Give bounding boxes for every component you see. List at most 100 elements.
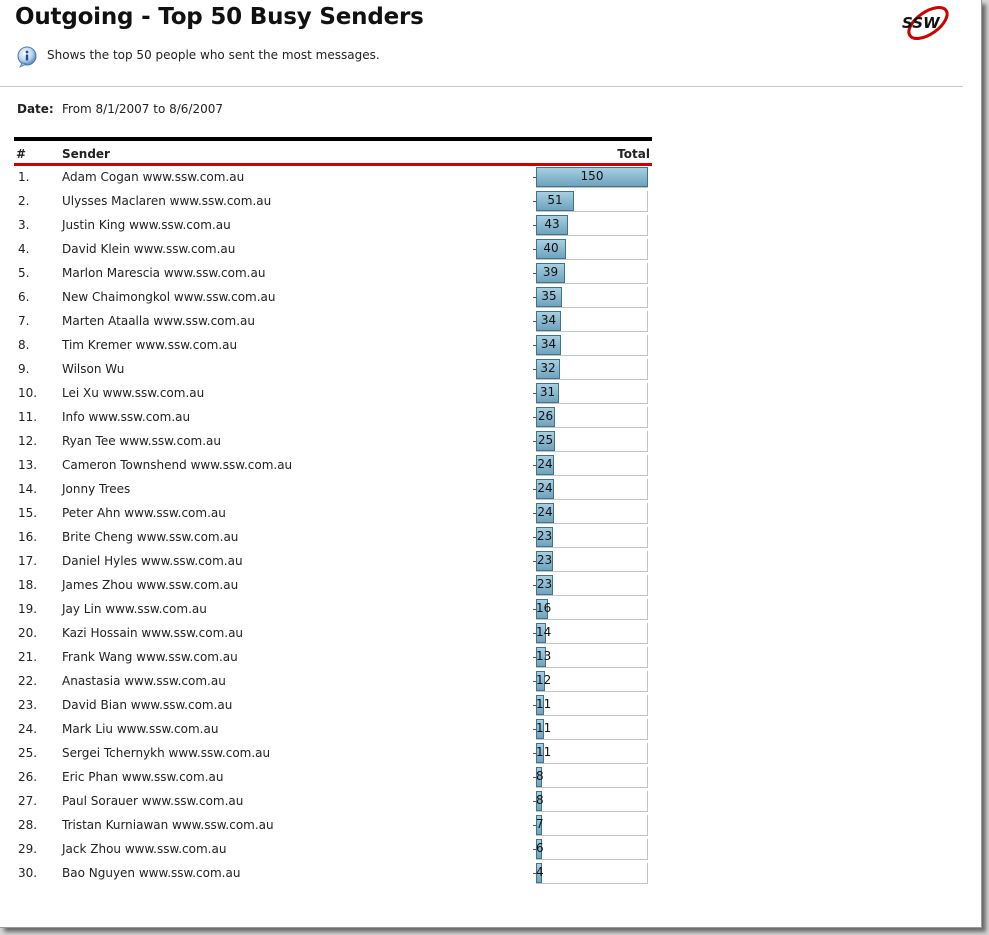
bar-track: 40 <box>533 239 648 260</box>
row-number: 12. <box>18 434 38 448</box>
table-row: 1. Adam Cogan www.ssw.com.au 150 <box>14 166 652 190</box>
total-bar <box>536 311 561 331</box>
table-row: 5. Marlon Marescia www.ssw.com.au 39 <box>14 262 652 286</box>
bar-track: 32 <box>533 359 648 380</box>
bar-tick <box>533 537 536 538</box>
bar-tick <box>533 513 536 514</box>
bar-track: 12 <box>533 671 648 692</box>
total-bar <box>536 287 562 307</box>
row-number: 5. <box>18 266 30 280</box>
table-row: 27. Paul Sorauer www.ssw.com.au 8 <box>14 790 652 814</box>
bar-tick <box>533 873 536 874</box>
senders-table: # Sender Total 1. Adam Cogan www.ssw.com.… <box>14 137 652 886</box>
bar-tick <box>533 273 536 274</box>
sender-name: Info www.ssw.com.au <box>62 410 191 424</box>
total-value: 4 <box>536 865 544 879</box>
row-number: 30. <box>18 866 38 880</box>
total-bar <box>536 503 554 523</box>
total-bar <box>536 359 560 379</box>
bar-track: 8 <box>533 767 648 788</box>
bar-track: 11 <box>533 719 648 740</box>
bar-track: 11 <box>533 695 648 716</box>
total-value: 11 <box>536 721 552 735</box>
table-row: 20. Kazi Hossain www.ssw.com.au 14 <box>14 622 652 646</box>
bar-track: 43 <box>533 215 648 236</box>
bar-track: 24 <box>533 479 648 500</box>
bar-tick <box>533 345 536 346</box>
row-number: 22. <box>18 674 38 688</box>
sender-name: Ulysses Maclaren www.ssw.com.au <box>62 194 272 208</box>
bar-tick <box>533 465 536 466</box>
header-divider <box>0 86 963 87</box>
table-row: 28. Tristan Kurniawan www.ssw.com.au 7 <box>14 814 652 838</box>
bar-track: 4 <box>533 863 648 884</box>
total-value: 8 <box>536 769 544 783</box>
sender-name: Eric Phan www.ssw.com.au <box>62 770 224 784</box>
bar-tick <box>533 393 536 394</box>
bar-track: 23 <box>533 575 648 596</box>
row-number: 8. <box>18 338 30 352</box>
table-row: 29. Jack Zhou www.ssw.com.au 6 <box>14 838 652 862</box>
bar-tick <box>533 177 536 178</box>
total-bar <box>536 167 648 187</box>
row-number: 2. <box>18 194 30 208</box>
bar-tick <box>533 321 536 322</box>
total-bar <box>536 719 544 739</box>
table-row: 30. Bao Nguyen www.ssw.com.au 4 <box>14 862 652 886</box>
total-bar <box>536 407 555 427</box>
row-number: 25. <box>18 746 38 760</box>
total-value: 25 <box>537 433 554 447</box>
row-number: 4. <box>18 242 30 256</box>
table-row: 19. Jay Lin www.ssw.com.au 16 <box>14 598 652 622</box>
table-row: 21. Frank Wang www.ssw.com.au 13 <box>14 646 652 670</box>
sender-name: Jonny Trees <box>62 482 131 496</box>
row-number: 21. <box>18 650 38 664</box>
total-value: 150 <box>580 169 604 183</box>
total-value: 34 <box>540 313 557 327</box>
total-bar <box>536 671 545 691</box>
total-value: 7 <box>536 817 544 831</box>
row-number: 1. <box>18 170 30 184</box>
total-bar <box>536 767 542 787</box>
sender-name: James Zhou www.ssw.com.au <box>62 578 239 592</box>
sender-name: Bao Nguyen www.ssw.com.au <box>62 866 241 880</box>
bar-track: 24 <box>533 503 648 524</box>
row-number: 11. <box>18 410 38 424</box>
table-row: 23. David Bian www.ssw.com.au 11 <box>14 694 652 718</box>
total-value: 14 <box>536 625 552 639</box>
table-row: 18. James Zhou www.ssw.com.au 23 <box>14 574 652 598</box>
table-row: 7. Marten Ataalla www.ssw.com.au 34 <box>14 310 652 334</box>
sender-name: David Klein www.ssw.com.au <box>62 242 236 256</box>
table-row: 6. New Chaimongkol www.ssw.com.au 35 <box>14 286 652 310</box>
bar-track: 23 <box>533 527 648 548</box>
sender-name: Frank Wang www.ssw.com.au <box>62 650 238 664</box>
table-row: 26. Eric Phan www.ssw.com.au 8 <box>14 766 652 790</box>
sender-name: Tim Kremer www.ssw.com.au <box>62 338 238 352</box>
table-header: # Sender Total <box>14 141 652 166</box>
row-number: 13. <box>18 458 38 472</box>
total-value: 32 <box>540 361 556 375</box>
bar-track: 14 <box>533 623 648 644</box>
total-value: 16 <box>536 601 552 615</box>
total-bar <box>536 335 561 355</box>
total-bar <box>536 575 553 595</box>
total-value: 6 <box>536 841 544 855</box>
row-number: 23. <box>18 698 38 712</box>
total-bar <box>536 455 554 475</box>
bar-tick <box>533 489 536 490</box>
total-bar <box>536 839 542 859</box>
bar-track: 26 <box>533 407 648 428</box>
total-value: 34 <box>540 337 557 351</box>
table-row: 15. Peter Ahn www.ssw.com.au 24 <box>14 502 652 526</box>
total-bar <box>536 191 574 211</box>
total-value: 39 <box>542 265 559 279</box>
bar-track: 31 <box>533 383 648 404</box>
bar-tick <box>533 657 536 658</box>
report-description: Shows the top 50 people who sent the mos… <box>47 48 380 62</box>
total-value: 11 <box>536 745 552 759</box>
row-number: 20. <box>18 626 38 640</box>
row-number: 24. <box>18 722 38 736</box>
bar-tick <box>533 369 536 370</box>
total-value: 12 <box>536 673 552 687</box>
